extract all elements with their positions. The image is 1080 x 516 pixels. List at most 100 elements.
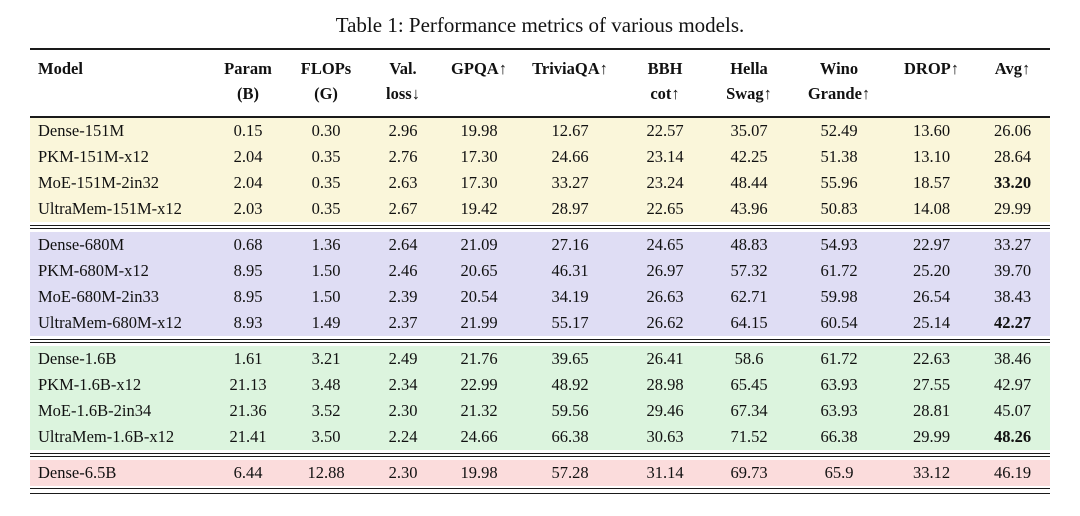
- table-row-Dense-151M: Dense-151M 0.15 0.30 2.96 19.98 12.67 22.57 35.…: [30, 116, 1050, 144]
- column-header-flops: FLOPs (G): [286, 48, 366, 118]
- group-gap: [30, 342, 1050, 346]
- metric-cell-drop: 25.20: [912, 260, 951, 280]
- model-cell: Dense-1.6B: [38, 348, 117, 368]
- metric-cell-hellaswag: 71.52: [730, 426, 768, 446]
- metric-cell-val-loss: 2.96: [388, 120, 418, 140]
- metric-cell-hellaswag: 57.32: [730, 260, 768, 280]
- metric-cell-bbh-cot: 29.46: [646, 400, 684, 420]
- metric-cell-winogrande: 52.49: [820, 120, 858, 140]
- model-cell: PKM-680M-x12: [38, 260, 149, 280]
- metric-cell-gpqa: 21.09: [460, 234, 498, 254]
- metric-cell-flops: 1.49: [311, 312, 341, 332]
- metric-cell-winogrande: 54.93: [820, 234, 858, 254]
- metric-cell-hellaswag: 58.6: [734, 348, 764, 368]
- metric-cell-drop: 13.60: [912, 120, 951, 140]
- metric-cell-avg: 26.06: [993, 120, 1032, 140]
- metric-cell-flops: 0.35: [311, 198, 341, 218]
- metric-cell-hellaswag: 69.73: [730, 462, 768, 482]
- model-cell: PKM-151M-x12: [38, 146, 149, 166]
- metric-cell-gpqa: 19.98: [460, 120, 498, 140]
- bottom-gap: [30, 485, 1050, 488]
- metric-cell-triviaqa: 46.31: [551, 260, 589, 280]
- metric-cell-bbh-cot: 22.65: [646, 198, 684, 218]
- metric-cell-param: 21.13: [229, 374, 267, 394]
- metric-cell-drop: 33.12: [912, 462, 951, 482]
- metric-cell-gpqa: 19.42: [460, 198, 498, 218]
- metric-cell-avg: 28.64: [993, 146, 1032, 166]
- metric-cell-flops: 12.88: [307, 462, 345, 482]
- column-header-line: Model: [38, 59, 83, 78]
- bottom-rule: [30, 487, 1050, 494]
- table-row-MoE-680M-2in33: MoE-680M-2in33 8.95 1.50 2.39 20.54 34.19 26.6…: [30, 283, 1050, 310]
- table-row-PKM-680M-x12: PKM-680M-x12 8.95 1.50 2.46 20.65 46.31 26.97 5…: [30, 257, 1050, 284]
- column-header-line: Grande↑: [807, 83, 871, 103]
- metric-cell-flops: 3.21: [311, 348, 341, 368]
- table-row-MoE-1.6B-2in34: MoE-1.6B-2in34 21.36 3.52 2.30 21.32 59.56 29.…: [30, 397, 1050, 424]
- metric-cell-bbh-cot: 24.65: [646, 234, 684, 254]
- metric-cell-triviaqa: 27.16: [551, 234, 589, 254]
- metric-cell-avg: 33.27: [993, 234, 1032, 254]
- column-header-line: Val.: [389, 59, 417, 78]
- metric-cell-hellaswag: 48.83: [730, 234, 768, 254]
- group-gap: [30, 456, 1050, 460]
- metric-cell-drop: 22.97: [912, 234, 951, 254]
- header-row: Model Param (B) FLOPs (G) Val. loss↓ GPQA↑ Trivi…: [30, 48, 1050, 118]
- metric-cell-val-loss: 2.24: [388, 426, 418, 446]
- column-header-triviaqa: TriviaQA↑: [518, 48, 622, 118]
- metric-cell-bbh-cot: 26.62: [646, 312, 684, 332]
- metric-cell-bbh-cot: 28.98: [646, 374, 684, 394]
- metric-cell-flops: 1.36: [311, 234, 341, 254]
- metric-cell-winogrande: 50.83: [820, 198, 858, 218]
- column-header-model: Model: [30, 48, 210, 118]
- column-header-line: BBH: [647, 59, 683, 78]
- group-separator-rule: [30, 452, 1050, 457]
- metric-cell-param: 2.04: [233, 172, 263, 192]
- metric-cell-avg: 42.27: [993, 312, 1032, 332]
- metric-cell-param: 8.93: [233, 312, 263, 332]
- column-header-line: DROP↑: [904, 59, 959, 78]
- metric-cell-avg: 38.46: [993, 348, 1032, 368]
- metric-cell-winogrande: 66.38: [820, 426, 858, 446]
- metric-cell-gpqa: 20.54: [460, 286, 498, 306]
- metric-cell-gpqa: 19.98: [460, 462, 498, 482]
- metric-cell-winogrande: 61.72: [820, 348, 858, 368]
- metric-cell-val-loss: 2.63: [388, 172, 418, 192]
- column-header-line: FLOPs: [300, 59, 352, 78]
- metric-cell-drop: 14.08: [912, 198, 951, 218]
- metric-cell-val-loss: 2.34: [388, 374, 418, 394]
- metric-cell-val-loss: 2.76: [388, 146, 418, 166]
- metric-cell-val-loss: 2.30: [388, 462, 418, 482]
- metric-cell-val-loss: 2.37: [388, 312, 418, 332]
- metric-cell-drop: 25.14: [912, 312, 951, 332]
- model-cell: Dense-680M: [38, 234, 125, 254]
- bottom-gap: [30, 485, 1050, 488]
- group-separator-rule: [30, 338, 1050, 343]
- metric-cell-triviaqa: 28.97: [551, 198, 589, 218]
- column-header-gpqa: GPQA↑: [440, 48, 518, 118]
- metric-cell-gpqa: 24.66: [460, 426, 498, 446]
- metric-cell-gpqa: 21.32: [460, 400, 498, 420]
- metric-cell-gpqa: 21.76: [460, 348, 498, 368]
- group-gap: [30, 228, 1050, 232]
- column-header-avg: Avg↑: [975, 48, 1050, 118]
- model-cell: MoE-151M-2in32: [38, 172, 159, 192]
- metric-cell-bbh-cot: 26.41: [646, 348, 684, 368]
- metric-cell-val-loss: 2.49: [388, 348, 418, 368]
- metric-cell-param: 2.03: [233, 198, 263, 218]
- metric-cell-gpqa: 17.30: [460, 172, 498, 192]
- metric-cell-winogrande: 61.72: [820, 260, 858, 280]
- column-header-line: Avg↑: [994, 59, 1031, 78]
- model-cell: MoE-680M-2in33: [38, 286, 159, 306]
- metric-cell-winogrande: 51.38: [820, 146, 858, 166]
- metric-cell-hellaswag: 64.15: [730, 312, 768, 332]
- column-header-line: cot↑: [650, 83, 680, 103]
- column-header-drop: DROP↑: [888, 48, 975, 118]
- metric-cell-drop: 22.63: [912, 348, 951, 368]
- metric-cell-avg: 29.99: [993, 198, 1032, 218]
- metric-cell-bbh-cot: 31.14: [646, 462, 684, 482]
- metric-cell-drop: 18.57: [912, 172, 951, 192]
- column-header-winogrande: Wino Grande↑: [790, 48, 888, 118]
- column-header-val-loss: Val. loss↓: [366, 48, 440, 118]
- metric-cell-triviaqa: 24.66: [551, 146, 589, 166]
